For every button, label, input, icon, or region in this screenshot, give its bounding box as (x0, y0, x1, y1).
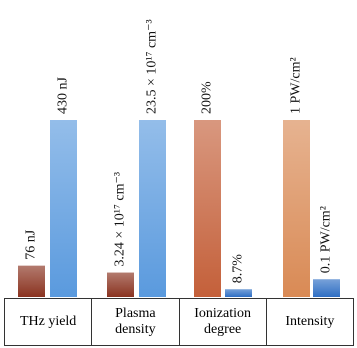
category-row: THz yield Plasma density Ionization degree… (4, 298, 354, 346)
bar-sheen (139, 120, 166, 297)
value-label: 23.5 × 10¹⁷ cm⁻³ (145, 19, 160, 114)
value-label: 76 nJ (24, 229, 39, 260)
category-label: Intensity (285, 314, 335, 329)
bar-sheen (107, 272, 134, 297)
bar-sheen (50, 120, 77, 297)
bar-sheen (283, 120, 310, 297)
bar-sheen (225, 289, 252, 297)
bar-sheen (18, 265, 45, 297)
value-label: 430 nJ (56, 77, 71, 115)
category-label: Plasma density (92, 299, 180, 345)
bar-sheen (194, 120, 221, 297)
category-label: THz yield (5, 299, 93, 345)
bar-sheen (313, 279, 340, 297)
value-label: 200% (200, 81, 215, 114)
value-label: 8.7% (231, 254, 246, 284)
category-label: Ionization degree (180, 299, 267, 345)
value-label: 3.24 × 10¹⁷ cm⁻³ (113, 172, 128, 267)
value-label: 0.1 PW/cm² (319, 206, 334, 273)
value-label: 1 PW/cm² (289, 57, 304, 114)
